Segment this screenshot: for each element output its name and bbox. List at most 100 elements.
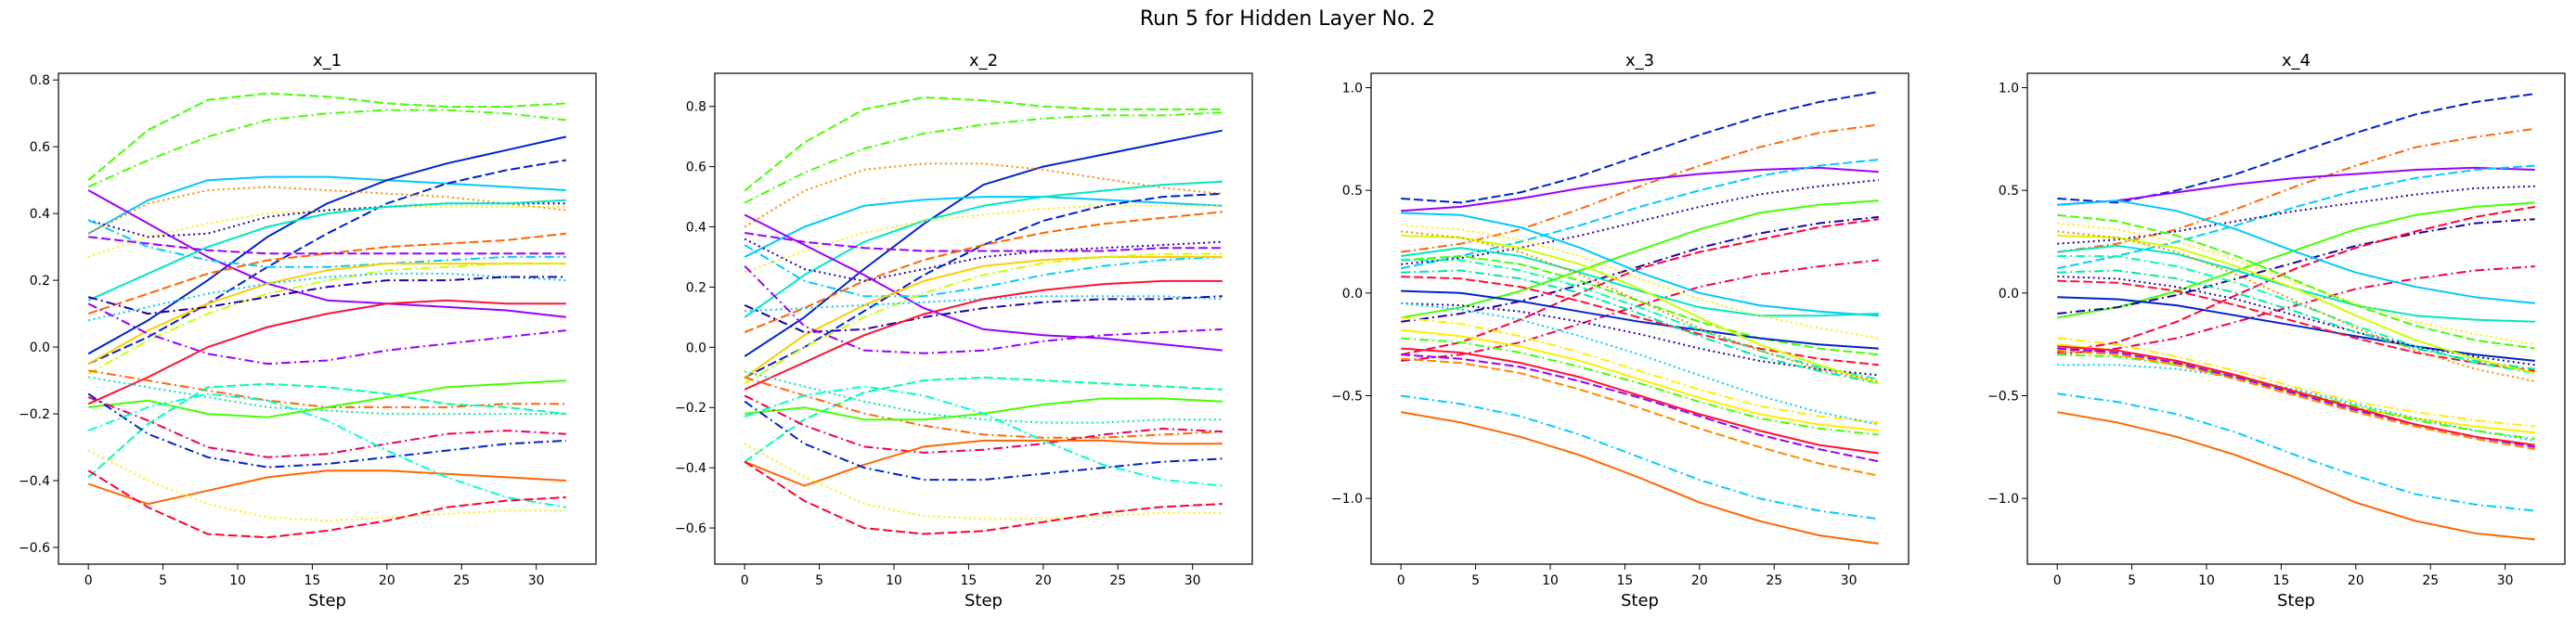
series-line-27 (744, 385, 1223, 487)
series-line-27 (2057, 345, 2535, 446)
series-line-25 (1401, 353, 1880, 463)
x-tick-label: 0 (2053, 573, 2062, 588)
y-tick-label: −0.2 (19, 407, 50, 422)
subplot-x4: x_4 Step 0 5 10 15 20 25 30 −1.0 −0.5 0.0 0.5 1.0 (1987, 51, 2566, 611)
x-axis-label: Step (964, 591, 1003, 611)
series-line-24 (1401, 337, 1879, 436)
series-line-19 (744, 264, 1223, 354)
y-tick-label: −0.5 (1331, 390, 1363, 405)
subplot-x1: x_1 Step 0 5 10 15 20 25 30 −0.6 −0.4 −0.2 0.0 0.2 0… (19, 51, 597, 611)
series-line-10 (2057, 199, 2535, 304)
y-tick-label: 0.8 (30, 73, 50, 88)
figure-suptitle: Run 5 for Hidden Layer No. 2 (1140, 7, 1435, 31)
x-tick-label: 5 (1471, 573, 1480, 588)
x-tick-label: 5 (159, 573, 167, 588)
y-tick-label: 0.8 (686, 100, 706, 115)
series-line-7 (87, 186, 566, 235)
series-line-15 (744, 252, 1223, 385)
y-tick-label: −0.5 (1987, 390, 2019, 405)
x-tick-label: 10 (886, 573, 902, 588)
subplot-title: x_2 (969, 51, 998, 71)
series-line-1 (87, 92, 566, 181)
y-tick-label: −0.2 (675, 401, 706, 416)
series-line-2 (744, 111, 1223, 204)
series-line-14 (87, 263, 566, 365)
series-line-9 (87, 202, 566, 238)
series-line-19 (2057, 234, 2536, 375)
series-line-29 (87, 469, 566, 539)
series-line-3 (87, 175, 566, 235)
series-line-11 (1401, 247, 1879, 317)
series-line-18 (2057, 269, 2535, 370)
series-line-5 (2057, 185, 2535, 245)
series-line-25 (2057, 347, 2535, 448)
series-line-28 (744, 443, 1223, 521)
x-axis-label: Step (1621, 591, 1659, 611)
y-tick-label: 0.4 (30, 207, 50, 222)
series-line-23 (87, 382, 566, 479)
series-line-21 (1401, 316, 1879, 424)
y-tick-label: 0.2 (30, 274, 50, 289)
series-line-2 (2057, 127, 2535, 253)
series-line-15 (1401, 276, 1879, 366)
series-line-3 (744, 129, 1223, 357)
series-line-8 (2057, 205, 2535, 353)
series-line-6 (1401, 199, 1879, 319)
axes-frame (58, 72, 597, 565)
series-line-12 (744, 213, 1223, 352)
series-line-7 (1401, 215, 1879, 323)
y-tick-label: −0.6 (675, 521, 706, 536)
series-line-25 (87, 392, 566, 469)
series-line-22 (744, 370, 1223, 424)
series-line-28 (1401, 394, 1879, 521)
series-line-3 (2057, 166, 2535, 206)
series-line-1 (1401, 90, 1879, 204)
series-line-10 (87, 199, 566, 302)
series-line-11 (744, 238, 1223, 282)
x-tick-label: 30 (528, 573, 545, 588)
x-tick-label: 25 (453, 573, 470, 588)
series-line-5 (744, 196, 1223, 258)
series-line-14 (2057, 296, 2535, 362)
x-axis-label: Step (2277, 591, 2315, 611)
axes-frame (1370, 72, 1909, 565)
series-line-26 (2057, 349, 2535, 451)
series-line-20 (2057, 230, 2536, 382)
series-line-29 (744, 460, 1223, 535)
y-tick-label: −0.4 (19, 474, 50, 489)
series-line-6 (744, 180, 1223, 318)
axes-frame (2026, 72, 2566, 565)
series-line-26 (87, 469, 566, 506)
x-tick-label: 0 (741, 573, 749, 588)
series-line-12 (1401, 224, 1879, 340)
series-line-10 (744, 211, 1223, 334)
series-line-13 (744, 244, 1223, 298)
x-tick-label: 20 (379, 573, 395, 588)
series-line-9 (744, 232, 1223, 252)
series-line-2 (87, 109, 566, 188)
series-line-12 (88, 236, 566, 255)
series-line-18 (87, 299, 566, 405)
series-line-2 (1401, 123, 1879, 253)
series-line-13 (87, 219, 566, 268)
x-tick-label: 20 (1691, 573, 1708, 588)
series-line-9 (1401, 259, 1879, 362)
series-line-5 (1401, 179, 1879, 265)
y-tick-label: −0.4 (675, 461, 706, 476)
x-tick-label: 25 (2422, 573, 2439, 588)
series-line-17 (744, 295, 1223, 334)
series-line-24 (744, 394, 1223, 454)
y-tick-label: 0.0 (686, 341, 706, 355)
series-line-12 (2057, 222, 2535, 346)
series-line-5 (87, 159, 566, 366)
series-line-3 (1401, 166, 1879, 212)
series-line-26 (744, 400, 1223, 482)
x-tick-label: 30 (1841, 573, 1858, 588)
series-line-16 (744, 295, 1223, 313)
axes-frame (714, 72, 1253, 565)
y-tick-label: −0.6 (19, 541, 50, 556)
subplot-title: x_4 (2282, 51, 2311, 71)
series-line-16 (1401, 259, 1880, 380)
y-tick-label: 0.2 (686, 280, 706, 295)
x-tick-label: 10 (1542, 573, 1559, 588)
